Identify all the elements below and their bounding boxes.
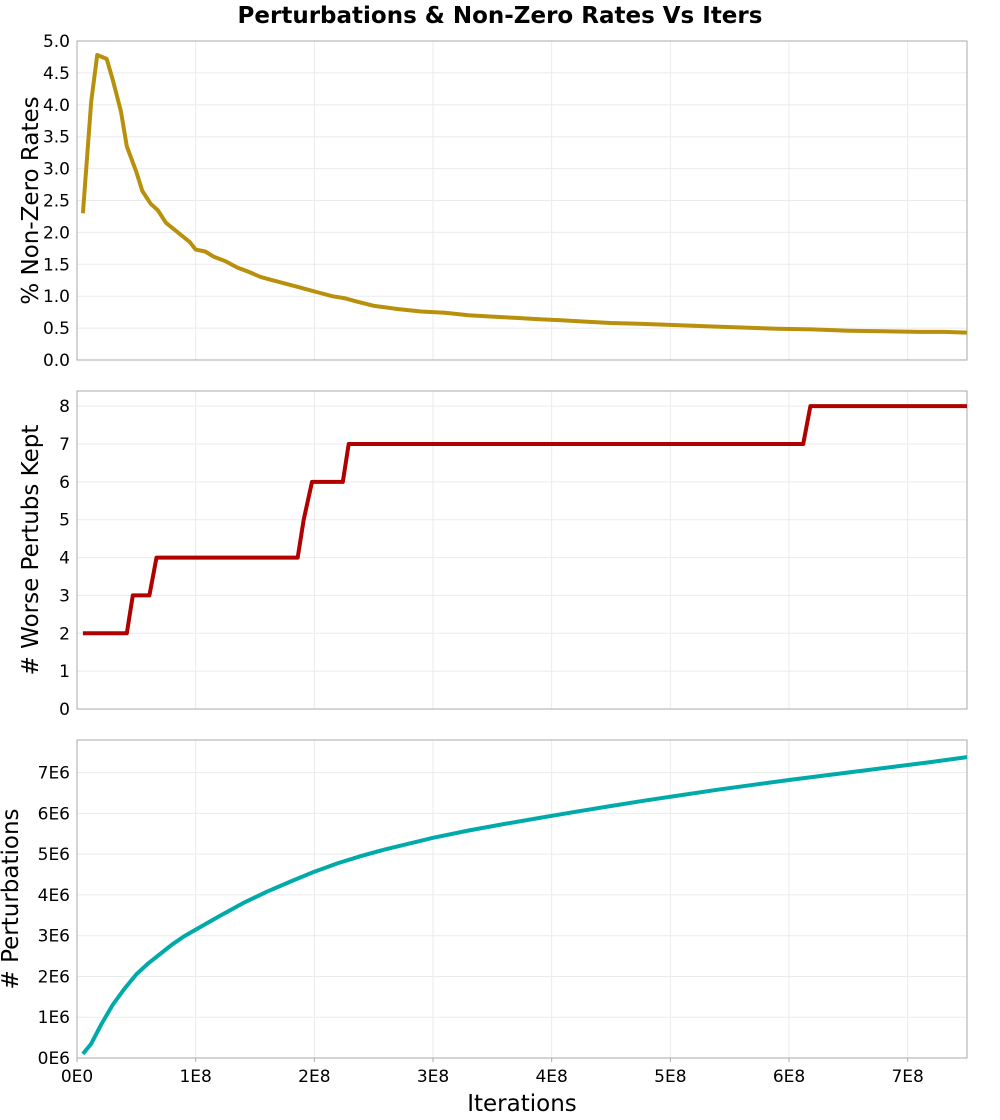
y-tick-label: 3 bbox=[59, 586, 70, 606]
panels: 0.0 0.5 1.0 1.5 2.0 2.5 3.0 3.5 4.0 4.5 5.0 % Non-Z… bbox=[0, 32, 968, 1087]
x-tick-label: 4E8 bbox=[535, 1067, 567, 1087]
x-axis-label: Iterations bbox=[467, 1091, 577, 1117]
y-tick-label: 5.0 bbox=[43, 32, 70, 52]
worse-perturbs-line bbox=[82, 404, 967, 636]
panel-nonzero-rates: 0.0 0.5 1.0 1.5 2.0 2.5 3.0 3.5 4.0 4.5 5.0 % Non-Z… bbox=[18, 32, 968, 371]
y-axis-label: # Worse Pertubs Kept bbox=[18, 425, 44, 676]
nonzero-rate-line bbox=[80, 53, 968, 335]
y-tick-label: 1E6 bbox=[38, 1008, 70, 1028]
x-tick-label: 6E8 bbox=[773, 1067, 805, 1087]
x-tick-label: 3E8 bbox=[417, 1067, 449, 1087]
y-tick-label: 0.5 bbox=[43, 319, 70, 339]
plot-frame bbox=[76, 40, 968, 361]
y-tick-label: 1 bbox=[59, 662, 70, 682]
y-axis-label: % Non-Zero Rates bbox=[18, 96, 44, 304]
y-tick-label: 1.0 bbox=[43, 287, 70, 307]
y-axis-label: # Perturbations bbox=[0, 808, 24, 989]
y-tick-label: 3E6 bbox=[38, 927, 70, 947]
y-tick-label: 7 bbox=[59, 435, 70, 455]
y-tick-label: 2.0 bbox=[43, 223, 70, 243]
y-tick-label: 4.5 bbox=[43, 64, 70, 84]
y-tick-label: 8 bbox=[59, 397, 70, 417]
y-tick-label: 0 bbox=[59, 700, 70, 720]
x-tick-label: 2E8 bbox=[298, 1067, 330, 1087]
y-tick-label: 7E6 bbox=[38, 764, 70, 784]
y-tick-label: 5E6 bbox=[38, 845, 70, 865]
y-tick-label: 6 bbox=[59, 473, 70, 493]
y-tick-label: 0.0 bbox=[43, 351, 70, 371]
plot-frame bbox=[76, 390, 968, 710]
y-tick-label: 5 bbox=[59, 511, 70, 531]
y-tick-label: 4E6 bbox=[38, 886, 70, 906]
plot-frame bbox=[76, 739, 968, 1059]
panel-worse-perturbs: 0 1 2 3 4 5 6 7 8 # Worse Pertubs Kept bbox=[18, 390, 968, 720]
perturbations-line bbox=[81, 755, 968, 1056]
chart-title: Perturbations & Non-Zero Rates Vs Iters bbox=[238, 3, 763, 29]
y-tick-label: 6E6 bbox=[38, 804, 70, 824]
x-tick-label: 5E8 bbox=[654, 1067, 686, 1087]
x-tick-label: 1E8 bbox=[179, 1067, 211, 1087]
y-tick-label: 2 bbox=[59, 624, 70, 644]
y-tick-label: 1.5 bbox=[43, 255, 70, 275]
y-tick-label: 2E6 bbox=[38, 967, 70, 987]
y-tick-label: 0E6 bbox=[38, 1049, 70, 1069]
y-tick-label: 4 bbox=[59, 549, 70, 569]
panel-perturbations: 0E6 1E6 2E6 3E6 4E6 5E6 6E6 7E6 # Perturbations 0… bbox=[0, 739, 968, 1087]
x-tick-label: 0E0 bbox=[61, 1067, 93, 1087]
y-tick-label: 3.0 bbox=[43, 160, 70, 180]
x-tick-label: 7E8 bbox=[891, 1067, 923, 1087]
y-tick-label: 3.5 bbox=[43, 128, 70, 148]
y-tick-label: 2.5 bbox=[43, 192, 70, 212]
y-tick-label: 4.0 bbox=[43, 96, 70, 116]
